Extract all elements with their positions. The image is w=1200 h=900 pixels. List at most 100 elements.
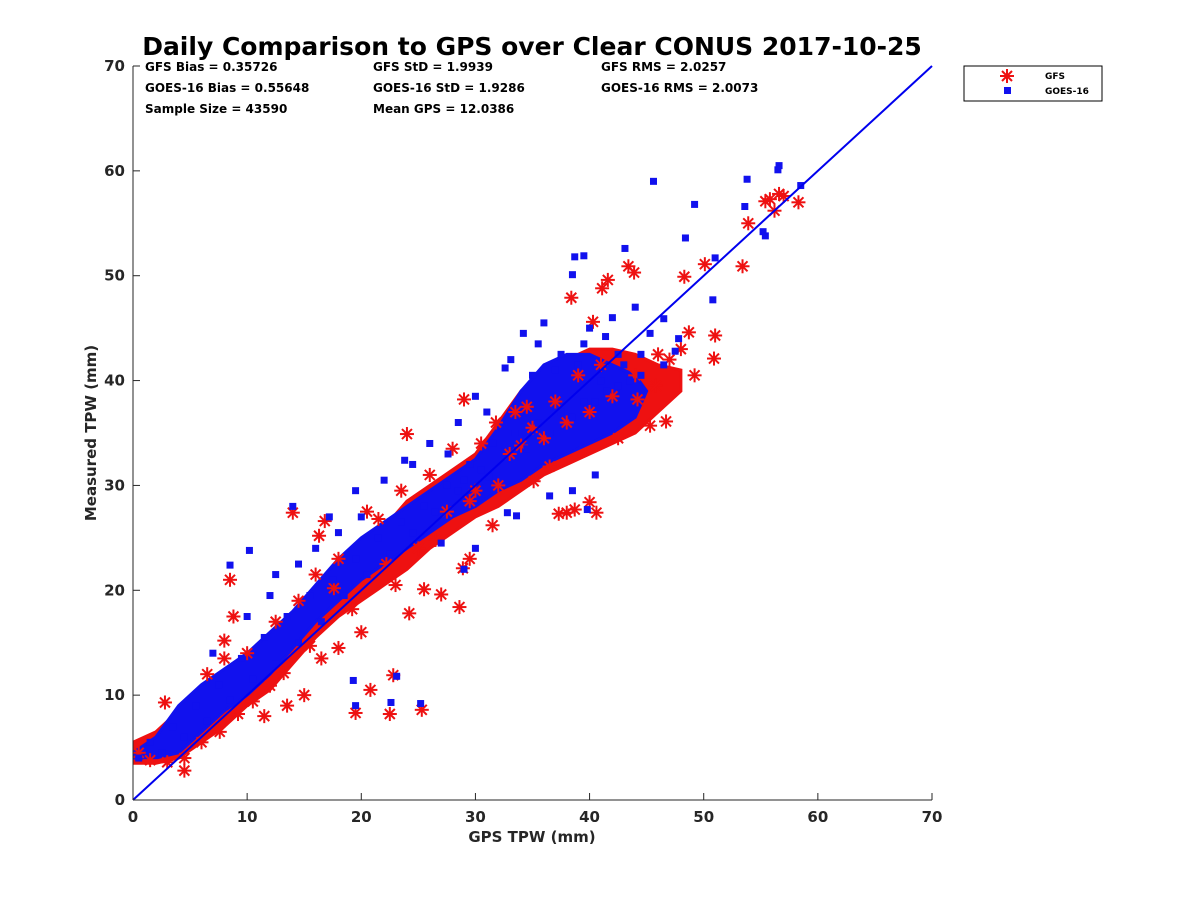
goes-16-point (477, 466, 485, 474)
goes-16-point (243, 613, 251, 620)
y-tick-label: 50 (104, 267, 125, 285)
goes-16-point (393, 672, 401, 680)
gfs-point (275, 665, 292, 682)
gfs-point (176, 762, 193, 779)
goes-16-point (775, 162, 783, 170)
goes-16-point (568, 487, 576, 495)
goes-16-point (534, 419, 542, 427)
goes-16-point (192, 702, 200, 710)
gfs-point (610, 430, 627, 447)
gfs-point (740, 215, 757, 232)
goes-16-point (380, 476, 388, 484)
stat-mean-gps: Mean GPS = 12.0386 (373, 102, 514, 116)
goes-16-point (580, 252, 588, 260)
stat-goes-std: GOES-16 StD = 1.9286 (373, 81, 525, 95)
gfs-point (142, 752, 159, 769)
y-tick-label: 60 (104, 162, 125, 180)
goes-16-point (586, 324, 594, 332)
gfs-point (222, 571, 239, 588)
gfs-point (211, 723, 228, 740)
goes-16-point (743, 175, 751, 183)
goes-16-point (761, 232, 769, 240)
x-tick-label: 40 (579, 808, 600, 826)
y-tick-label: 30 (104, 476, 125, 494)
goes-16-point (466, 460, 474, 468)
goes-16-point (340, 592, 348, 600)
goes-16-point (741, 203, 749, 211)
goes-16-point (295, 560, 303, 568)
stat-gfs-rms: GFS RMS = 2.0257 (601, 60, 726, 74)
gfs-point (370, 510, 387, 527)
gfs-point (199, 666, 216, 683)
gfs-point (353, 624, 370, 641)
gfs-point (642, 417, 659, 434)
goes-16-point (454, 419, 462, 427)
goes-16-point (409, 529, 417, 537)
goes-16-point (329, 576, 337, 584)
goes-16-point (571, 253, 579, 261)
legend-box (963, 65, 1103, 102)
goes-16-point (660, 315, 668, 323)
x-tick-label: 60 (807, 808, 828, 826)
goes-16-point (454, 487, 462, 495)
stat-goes-rms: GOES-16 RMS = 2.0073 (601, 81, 758, 95)
gfs-point (707, 327, 724, 344)
gfs-point (421, 466, 438, 483)
goes-16-point (386, 550, 394, 558)
gfs-point (393, 482, 410, 499)
goes-16-point (387, 698, 395, 706)
goes-16-point (501, 364, 509, 372)
goes-16-point (691, 200, 699, 208)
goes-16-point (249, 675, 257, 683)
gfs-point (487, 414, 504, 431)
gfs-point (734, 258, 751, 275)
gfs-point (296, 687, 313, 704)
goes-16-point (397, 518, 405, 526)
goes-16-point (580, 340, 588, 348)
legend: GFS GOES-16 (963, 65, 1103, 102)
goes-16-point (591, 398, 599, 406)
goes-16-point (675, 335, 683, 343)
gfs-point (381, 706, 398, 723)
goes-16-point (426, 439, 434, 447)
goes-16-point (295, 639, 303, 647)
gfs-point (307, 566, 324, 583)
y-tick-label: 10 (104, 686, 125, 704)
stat-gfs-bias: GFS Bias = 0.35726 (145, 60, 277, 74)
y-axis-label: Measured TPW (mm) (82, 345, 100, 521)
goes-16-point (237, 654, 245, 662)
gfs-point (290, 592, 307, 609)
goes-16-point (519, 329, 527, 337)
goes-16-point (759, 228, 767, 236)
goes-16-point (637, 371, 645, 379)
gfs-point (216, 632, 233, 649)
goes-16-point (681, 234, 689, 242)
goes-16-point (614, 382, 622, 390)
gfs-point (629, 391, 646, 408)
goes-16-point (283, 613, 291, 620)
goes-16-point (711, 254, 719, 262)
plot-area (132, 65, 933, 801)
gfs-point (267, 613, 284, 630)
legend-goes-16-marker (1004, 87, 1011, 94)
goes-16-point (503, 509, 511, 517)
x-tick-label: 30 (465, 808, 486, 826)
gfs-point (461, 550, 478, 567)
goes-16-point (485, 473, 493, 481)
gfs-point (416, 581, 433, 598)
gfs-point (566, 501, 583, 518)
goes-16-point (444, 450, 452, 458)
y-tick-label: 20 (104, 581, 125, 599)
x-tick-label: 50 (693, 808, 714, 826)
gfs-point (647, 377, 664, 394)
goes-16-point (513, 512, 521, 520)
goes-16-point (312, 544, 320, 552)
goes-16-point (529, 371, 536, 379)
y-tick-label: 40 (104, 372, 125, 390)
gfs-point (156, 694, 173, 711)
gfs-point (216, 650, 233, 667)
gfs-point (311, 527, 328, 544)
goes-16-point (646, 329, 654, 337)
gfs-point (570, 367, 587, 384)
goes-16-point (507, 356, 515, 364)
